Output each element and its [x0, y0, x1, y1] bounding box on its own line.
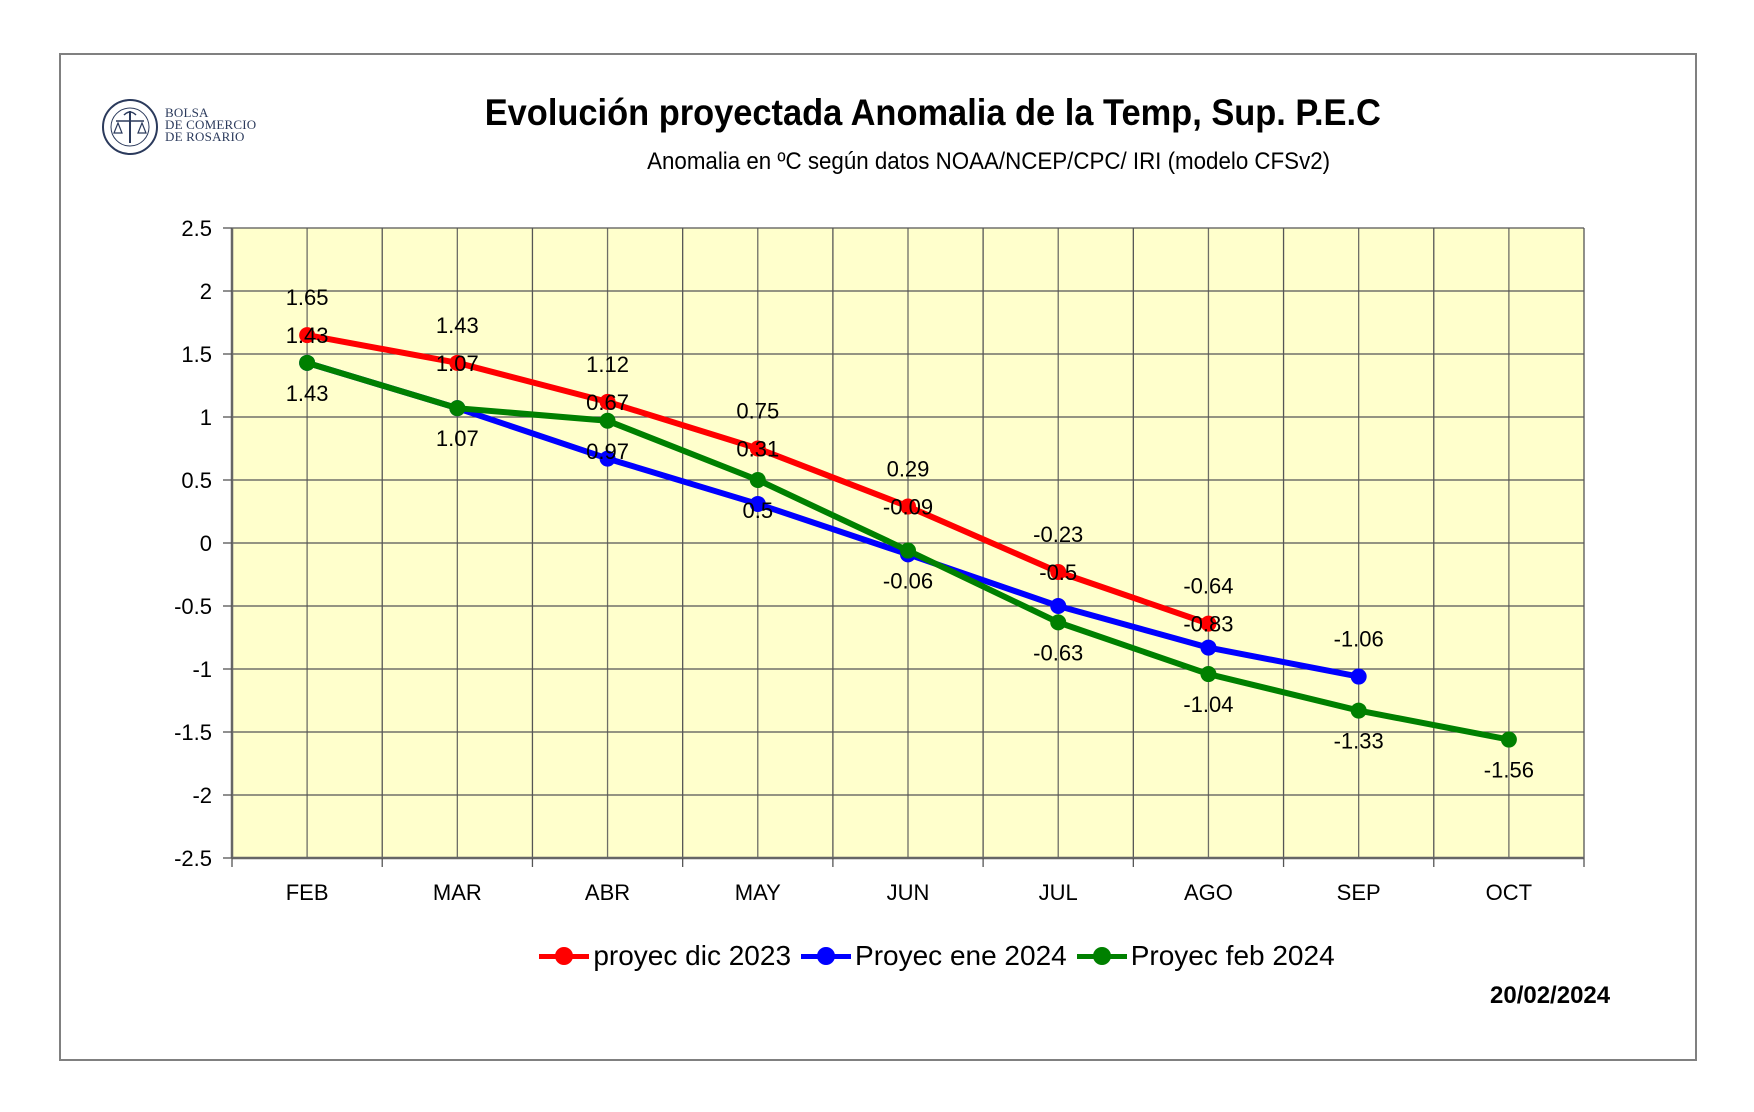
- y-tick-label: 0: [200, 531, 212, 556]
- data-label: 1.43: [286, 381, 329, 406]
- chart-title: Evolución proyectada Anomalia de la Temp…: [484, 92, 1381, 133]
- data-point: [1200, 666, 1217, 683]
- series-lines: [299, 327, 1517, 748]
- x-tick-label: FEB: [286, 880, 329, 905]
- y-tick-label: -0.5: [174, 594, 212, 619]
- data-point: [599, 393, 616, 410]
- data-point: [1050, 598, 1067, 614]
- data-label: 1.07: [436, 351, 479, 376]
- data-point: [299, 354, 316, 371]
- y-tick-label: -1: [192, 657, 212, 682]
- data-point: [599, 412, 616, 429]
- y-tick-label: -2: [192, 783, 212, 808]
- data-label: 0.29: [887, 456, 930, 481]
- data-label: 0.5: [742, 498, 773, 523]
- x-tick-label: ABR: [585, 880, 630, 905]
- data-point: [1350, 702, 1367, 719]
- y-tick-label: 1: [200, 405, 212, 430]
- data-point: [749, 440, 766, 457]
- series-2: [299, 354, 1517, 748]
- data-label: -0.23: [1033, 522, 1083, 547]
- chart-date: 20/02/2024: [1490, 982, 1611, 1009]
- data-point: [599, 450, 616, 467]
- data-label: 0.31: [736, 437, 779, 462]
- x-tick-label: JUN: [887, 880, 930, 905]
- data-point: [1500, 731, 1517, 748]
- data-point: [1200, 615, 1217, 632]
- y-axis-ticks: 2.5 2 1.5 1 0.5 0 -0.5 -1 -1.5 -2 -2.5: [174, 216, 232, 871]
- legend-item: proyec dic 2023: [539, 940, 791, 972]
- series-line: [306, 359, 1360, 680]
- x-tick-label: AGO: [1184, 880, 1233, 905]
- data-label: 1.07: [436, 426, 479, 451]
- x-tick-label: SEP: [1337, 880, 1381, 905]
- data-label: -0.09: [883, 494, 933, 519]
- x-tick-label: MAY: [735, 880, 781, 905]
- data-label: 0.67: [586, 390, 629, 415]
- y-tick-label: -1.5: [174, 720, 212, 745]
- legend-label: proyec dic 2023: [593, 940, 792, 971]
- legend-label: Proyec ene 2024: [855, 940, 1067, 971]
- legend-item: Proyec feb 2024: [1076, 940, 1335, 972]
- x-axis-ticks: FEB MAR ABR MAY JUN JUL AGO SEP OCT: [231, 858, 1585, 905]
- data-label: -1.06: [1334, 627, 1384, 652]
- data-label: -1.04: [1183, 692, 1233, 717]
- y-tick-label: 2.5: [181, 216, 212, 241]
- legend-label: Proyec feb 2024: [1130, 940, 1335, 971]
- data-label: -0.06: [883, 569, 933, 594]
- data-point: [900, 542, 916, 559]
- logo-line-3: DE ROSARIO: [165, 129, 245, 144]
- data-label: 1.43: [286, 323, 329, 348]
- data-point: [900, 498, 916, 515]
- data-label: 1.43: [436, 313, 479, 338]
- data-label: 1.12: [586, 352, 629, 377]
- data-label: 0.75: [736, 399, 779, 424]
- legend-swatch-icon: [539, 946, 590, 966]
- data-label: -0.64: [1183, 574, 1233, 599]
- data-label: -0.5: [1039, 560, 1077, 585]
- legend-item: Proyec ene 2024: [801, 940, 1067, 972]
- data-point: [1050, 563, 1067, 580]
- series-0: [299, 327, 1217, 632]
- legend-swatch-icon: [801, 946, 852, 966]
- data-point: [1200, 639, 1217, 656]
- legend: proyec dic 2023 Proyec ene 2024 Proyec feb…: [0, 940, 1754, 972]
- data-point: [449, 400, 466, 417]
- y-tick-label: 0.5: [181, 468, 212, 493]
- logo-line-2: DE COMERCIO: [165, 117, 257, 132]
- data-label: 0.97: [586, 439, 629, 464]
- data-label: -1.33: [1334, 729, 1384, 754]
- x-tick-label: OCT: [1486, 880, 1532, 905]
- x-tick-label: MAR: [433, 880, 482, 905]
- data-label: -0.63: [1033, 640, 1083, 665]
- y-tick-label: 2: [200, 279, 212, 304]
- data-label: -1.56: [1484, 758, 1534, 783]
- data-label: -0.83: [1183, 612, 1233, 637]
- data-point: [299, 327, 316, 344]
- y-tick-label: -2.5: [174, 846, 212, 871]
- data-label: 1.65: [286, 285, 329, 310]
- logo-text: BOLSA DE COMERCIO DE ROSARIO: [165, 105, 257, 144]
- logo-line-1: BOLSA: [165, 105, 209, 120]
- data-labels: 1.65 1.43 1.12 0.75 0.29 -0.23 -0.64 1.43 1.07 0.…: [286, 285, 1534, 782]
- y-tick-label: 1.5: [181, 342, 212, 367]
- legend-swatch-icon: [1076, 946, 1127, 966]
- data-point: [1050, 614, 1067, 631]
- data-point: [1350, 668, 1367, 685]
- bolsa-logo-icon: [102, 99, 158, 155]
- data-point: [749, 472, 766, 488]
- x-tick-label: JUL: [1039, 880, 1078, 905]
- data-point: [749, 495, 766, 512]
- chart-subtitle: Anomalia en ºC según datos NOAA/NCEP/CPC…: [647, 148, 1331, 175]
- data-point: [449, 354, 466, 371]
